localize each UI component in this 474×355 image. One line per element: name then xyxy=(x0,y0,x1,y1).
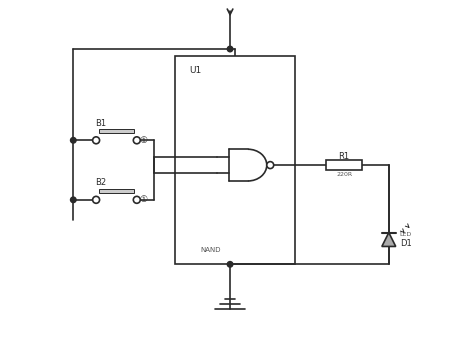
Bar xyxy=(175,56,294,264)
Bar xyxy=(99,129,134,133)
Text: R1: R1 xyxy=(338,152,350,161)
Circle shape xyxy=(267,162,273,169)
Circle shape xyxy=(133,196,140,203)
Text: NAND: NAND xyxy=(200,247,220,253)
Text: U1: U1 xyxy=(189,66,201,75)
Circle shape xyxy=(227,262,233,267)
Text: D1: D1 xyxy=(400,239,411,248)
Circle shape xyxy=(133,137,140,144)
Text: B2: B2 xyxy=(95,179,107,187)
Circle shape xyxy=(227,46,233,52)
Bar xyxy=(326,160,362,170)
Text: B1: B1 xyxy=(95,119,107,128)
Circle shape xyxy=(71,197,76,203)
Text: 220R: 220R xyxy=(336,171,352,176)
Polygon shape xyxy=(382,233,396,246)
Text: LED: LED xyxy=(400,232,412,237)
Circle shape xyxy=(71,137,76,143)
Circle shape xyxy=(92,137,100,144)
Text: ①: ① xyxy=(140,195,148,204)
Circle shape xyxy=(92,196,100,203)
Text: ①: ① xyxy=(140,136,148,145)
Bar xyxy=(99,189,134,193)
